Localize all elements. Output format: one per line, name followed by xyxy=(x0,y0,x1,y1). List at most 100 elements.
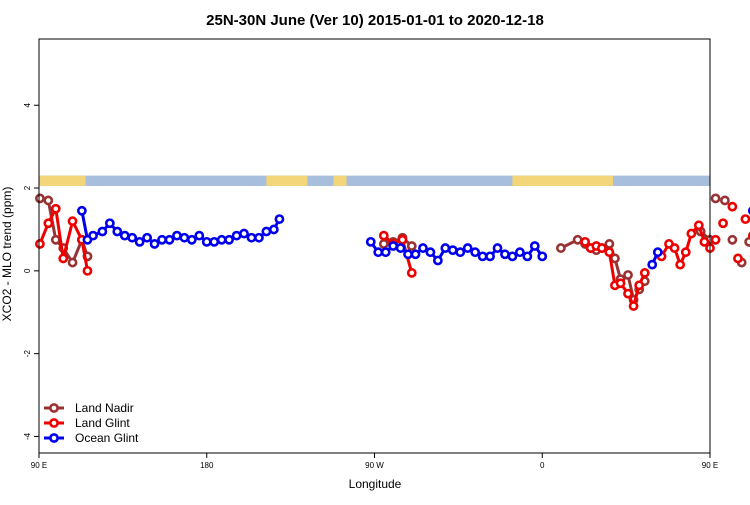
y-axis-label: XCO2 - MLO trend (ppm) xyxy=(0,187,14,322)
ocean-glint-point xyxy=(531,242,538,249)
land-nadir-point xyxy=(408,242,415,249)
ocean-glint-point xyxy=(166,236,173,243)
x-tick-label: 180 xyxy=(200,461,214,470)
ocean-glint-point xyxy=(539,253,546,260)
ocean-glint-point xyxy=(516,249,523,256)
land-glint-point xyxy=(682,249,689,256)
land-nadir-point xyxy=(574,236,581,243)
ocean-glint-point xyxy=(509,253,516,260)
ocean-glint-point xyxy=(427,249,434,256)
land-glint-point xyxy=(695,222,702,229)
ocean-glint-point xyxy=(654,249,661,256)
ocean-glint-point xyxy=(375,249,382,256)
ocean-glint-point xyxy=(211,238,218,245)
ocean-glint-point xyxy=(240,230,247,237)
map-strip-land xyxy=(39,176,86,186)
legend-land-nadir-label: Land Nadir xyxy=(75,401,134,415)
map-strip-land xyxy=(266,176,307,186)
x-tick-label: 90 W xyxy=(365,461,384,470)
ocean-glint-point xyxy=(203,238,210,245)
ocean-glint-point xyxy=(390,242,397,249)
land-nadir-point xyxy=(624,271,631,278)
land-nadir-point xyxy=(69,259,76,266)
land-glint-point xyxy=(630,302,637,309)
y-tick-label: -4 xyxy=(23,432,32,440)
ocean-glint-point xyxy=(397,244,404,251)
y-tick-label: 2 xyxy=(23,185,32,190)
land-glint-point xyxy=(60,255,67,262)
y-tick-label: 4 xyxy=(23,102,32,107)
legend-land-nadir-marker xyxy=(50,404,57,411)
land-glint-point xyxy=(688,230,695,237)
land-glint-point xyxy=(84,267,91,274)
land-nadir-point xyxy=(712,195,719,202)
ocean-glint-point xyxy=(457,249,464,256)
land-nadir-point xyxy=(729,236,736,243)
ocean-glint-point xyxy=(464,244,471,251)
land-glint-point xyxy=(380,232,387,239)
chart-title: 25N-30N June (Ver 10) 2015-01-01 to 2020… xyxy=(206,12,544,29)
ocean-glint-point xyxy=(129,234,136,241)
y-tick-label: -2 xyxy=(23,350,32,358)
map-strip-land xyxy=(333,176,346,186)
land-glint-point xyxy=(734,255,741,262)
land-nadir-point xyxy=(380,240,387,247)
land-nadir-point xyxy=(606,240,613,247)
map-strip-land xyxy=(512,176,613,186)
ocean-glint-point xyxy=(276,215,283,222)
land-glint-point xyxy=(729,203,736,210)
ocean-glint-point xyxy=(442,244,449,251)
ocean-glint-point xyxy=(136,238,143,245)
ocean-glint-point xyxy=(255,234,262,241)
ocean-glint-point xyxy=(99,228,106,235)
ocean-glint-point xyxy=(226,236,233,243)
land-nadir-point xyxy=(746,238,750,245)
land-glint-point xyxy=(641,269,648,276)
land-glint-point xyxy=(399,236,406,243)
land-glint-point xyxy=(408,269,415,276)
ocean-glint-point xyxy=(501,251,508,258)
land-glint-point xyxy=(45,220,52,227)
land-glint-point xyxy=(624,290,631,297)
ocean-glint-point xyxy=(367,238,374,245)
x-axis-label: Longitude xyxy=(349,477,402,491)
ocean-glint-point xyxy=(434,257,441,264)
ocean-glint-point xyxy=(524,253,531,260)
ocean-glint-point xyxy=(412,251,419,258)
land-glint-point xyxy=(598,244,605,251)
ocean-glint-point xyxy=(158,236,165,243)
ocean-glint-point xyxy=(196,232,203,239)
ocean-glint-point xyxy=(233,232,240,239)
ocean-glint-point xyxy=(270,226,277,233)
legend-ocean-glint-marker xyxy=(50,434,57,441)
ocean-glint-point xyxy=(479,253,486,260)
legend-land-glint-marker xyxy=(50,419,57,426)
map-strip-land xyxy=(738,176,750,186)
ocean-glint-point xyxy=(449,247,456,254)
y-tick-label: 0 xyxy=(23,268,32,273)
ocean-glint-point xyxy=(419,244,426,251)
land-glint-point xyxy=(636,282,643,289)
land-nadir-line xyxy=(701,198,750,262)
land-glint-point xyxy=(677,261,684,268)
land-nadir-point xyxy=(36,195,43,202)
x-tick-label: 0 xyxy=(540,461,545,470)
land-glint-point xyxy=(671,244,678,251)
land-glint-point xyxy=(69,218,76,225)
ocean-glint-point xyxy=(121,232,128,239)
ocean-glint-point xyxy=(114,228,121,235)
land-nadir-point xyxy=(52,236,59,243)
ocean-glint-point xyxy=(181,234,188,241)
ocean-glint-point xyxy=(382,249,389,256)
land-glint-point xyxy=(617,280,624,287)
ocean-glint-point xyxy=(173,232,180,239)
ocean-glint-point xyxy=(144,234,151,241)
land-glint-point xyxy=(712,236,719,243)
ocean-glint-point xyxy=(78,207,85,214)
ocean-glint-point xyxy=(248,234,255,241)
ocean-glint-point xyxy=(106,220,113,227)
land-glint-point xyxy=(52,205,59,212)
land-nadir-point xyxy=(45,197,52,204)
